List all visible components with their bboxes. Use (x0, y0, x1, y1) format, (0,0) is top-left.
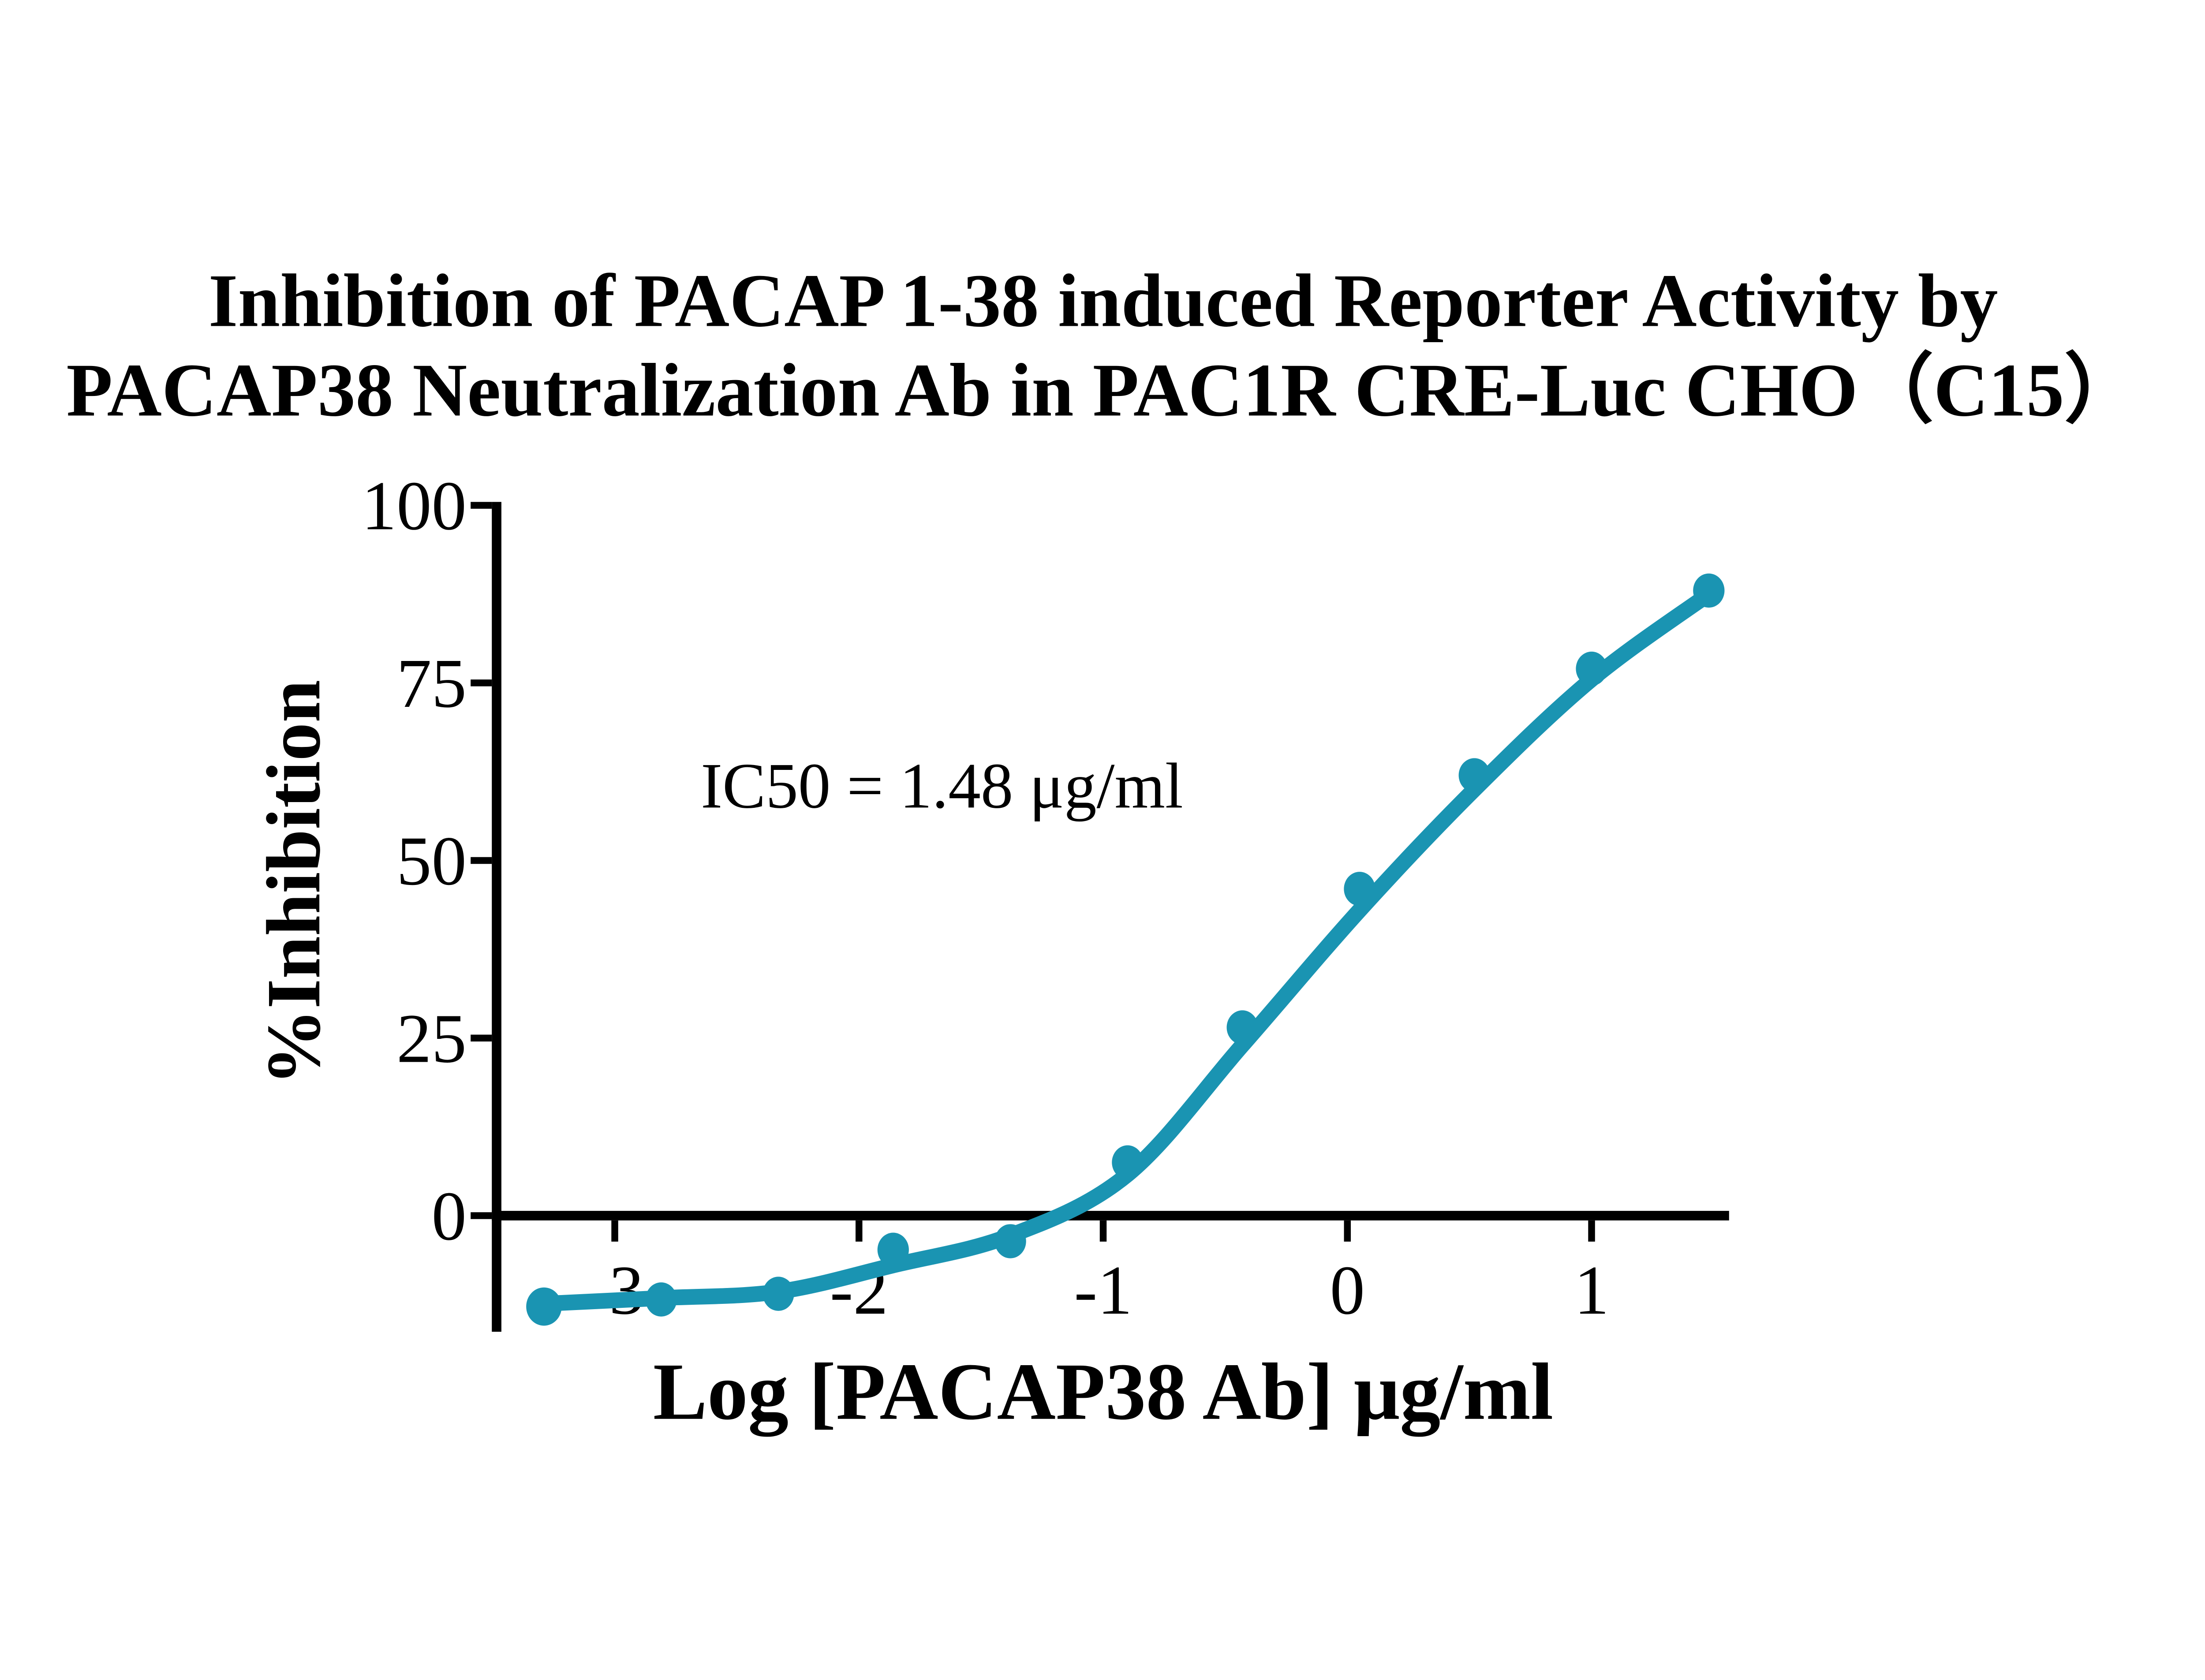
y-tick-label: 0 (432, 1178, 467, 1255)
y-tick (471, 1212, 492, 1219)
y-tick-label: 25 (396, 1000, 467, 1077)
x-axis-line (492, 1211, 1729, 1221)
x-tick-label: 0 (1330, 1252, 1365, 1329)
x-tick (611, 1220, 618, 1242)
data-point (645, 1282, 677, 1317)
data-point (1226, 1010, 1258, 1045)
chart-title-line1: Inhibition of PACAP 1-38 induced Reporte… (209, 259, 1998, 343)
y-tick-label: 50 (396, 823, 467, 900)
y-tick (471, 502, 492, 509)
y-axis-label: %Inhibition (251, 680, 336, 1086)
x-tick (1344, 1220, 1351, 1242)
data-point (1344, 872, 1375, 906)
data-point (762, 1277, 794, 1311)
x-tick (856, 1220, 863, 1242)
ic50-annotation: IC50 = 1.48 μg/ml (701, 750, 1183, 821)
y-axis-line (492, 502, 501, 1332)
data-point (1458, 758, 1490, 792)
x-tick-label: -1 (1074, 1252, 1132, 1329)
data-point (1693, 573, 1725, 608)
data-point (1112, 1145, 1144, 1180)
data-point (994, 1224, 1026, 1258)
dose-response-series (526, 573, 1725, 1326)
data-point (877, 1232, 909, 1267)
x-tick (1588, 1220, 1595, 1242)
data-point (526, 1287, 562, 1326)
y-tick (471, 1034, 492, 1042)
x-tick-label: 1 (1574, 1252, 1609, 1329)
y-tick (471, 857, 492, 864)
x-tick-label: -3 (586, 1252, 644, 1329)
y-tick-label: 75 (396, 645, 467, 722)
chart-title-line2: PACAP38 Neutralization Ab in PAC1R CRE-L… (66, 348, 2140, 432)
data-point (1576, 651, 1607, 686)
y-tick (471, 679, 492, 687)
x-axis-label: Log [PACAP38 Ab] μg/ml (653, 1347, 1553, 1437)
x-tick (1099, 1220, 1107, 1242)
y-tick-label: 100 (362, 467, 467, 545)
fit-curve (536, 586, 1717, 1312)
